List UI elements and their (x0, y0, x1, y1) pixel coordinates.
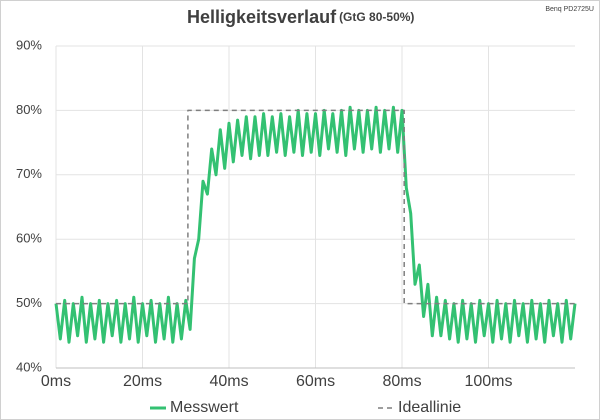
chart-title: Helligkeitsverlauf (187, 7, 337, 27)
chart-title-group: Helligkeitsverlauf (GtG 80-50%) (187, 7, 414, 27)
y-tick-label: 80% (16, 102, 42, 117)
series-line (56, 109, 575, 305)
legend-label: Ideallinie (398, 399, 461, 416)
chart-subtitle: (GtG 80-50%) (339, 10, 414, 24)
series-line (54, 105, 577, 344)
x-tick-label: 100ms (464, 373, 512, 390)
y-tick-label: 60% (16, 231, 42, 246)
legend-label: Messwert (170, 399, 239, 416)
x-tick-label: 0ms (41, 373, 71, 390)
x-tick-label: 60ms (296, 373, 335, 390)
y-tick-label: 40% (16, 359, 42, 374)
x-tick-label: 40ms (209, 373, 248, 390)
y-tick-label: 70% (16, 166, 42, 181)
y-tick-label: 90% (16, 37, 42, 52)
annotation: Benq PD2725U (545, 6, 594, 13)
x-tick-label: 20ms (123, 373, 162, 390)
y-tick-label: 50% (16, 295, 42, 310)
x-tick-label: 80ms (382, 373, 421, 390)
